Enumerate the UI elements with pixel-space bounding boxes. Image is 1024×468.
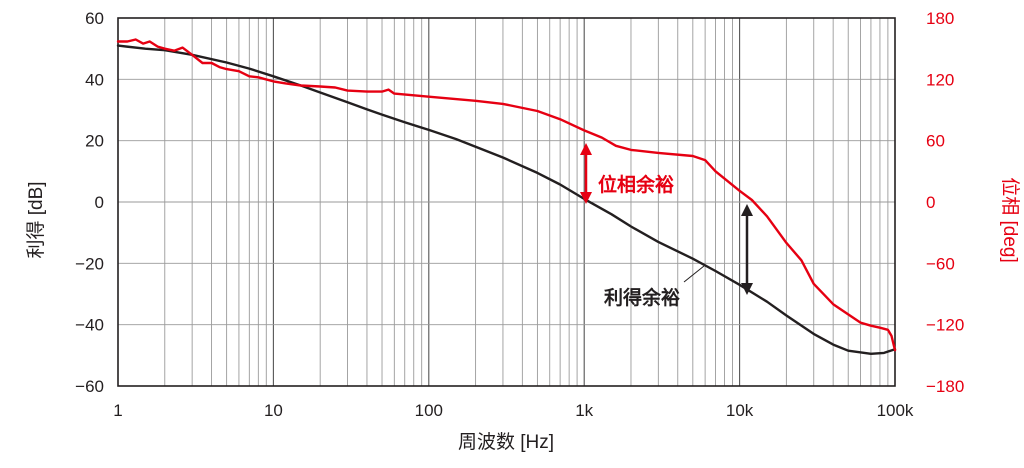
plot-frame bbox=[117, 17, 896, 387]
x-tick-label: 1 bbox=[113, 401, 122, 420]
y-tick-label-left: −60 bbox=[75, 377, 104, 396]
x-tick-label: 100k bbox=[877, 401, 914, 420]
gain-margin-label: 利得余裕 bbox=[604, 286, 680, 309]
x-axis-label: 周波数 [Hz] bbox=[458, 431, 554, 453]
y-tick-label-right: 180 bbox=[926, 9, 954, 28]
x-tick-label: 10k bbox=[726, 401, 754, 420]
gain-line bbox=[116, 44, 897, 355]
phase-line bbox=[116, 38, 897, 352]
gain-margin-leader bbox=[683, 265, 705, 283]
x-tick-label: 100 bbox=[415, 401, 443, 420]
x-tick-label: 10 bbox=[264, 401, 283, 420]
y-tick-label-left: −40 bbox=[75, 316, 104, 335]
grid bbox=[118, 18, 895, 386]
y-tick-label-right: 60 bbox=[926, 132, 945, 151]
x-tick-label: 1k bbox=[575, 401, 593, 420]
gain-margin-annotation: 利得余裕 bbox=[604, 204, 753, 309]
y-tick-label-right: −180 bbox=[926, 377, 964, 396]
y-axis-label-left: 利得 [dB] bbox=[25, 181, 47, 258]
y-tick-label-right: 0 bbox=[926, 193, 935, 212]
gain-margin-arrow-head-up bbox=[741, 204, 753, 216]
phase-margin-arrow-head-up bbox=[580, 143, 592, 155]
y-tick-label-left: −20 bbox=[75, 254, 104, 273]
phase-margin-label: 位相余裕 bbox=[598, 173, 674, 196]
y-axis-label-right: 位相 [deg] bbox=[999, 177, 1021, 263]
y-tick-label-right: −120 bbox=[926, 316, 964, 335]
series-lines bbox=[116, 38, 897, 355]
y-tick-label-left: 40 bbox=[85, 70, 104, 89]
phase-margin-arrow-head-down bbox=[580, 192, 592, 204]
phase-margin-annotation: 位相余裕 bbox=[580, 143, 674, 204]
y-tick-label-left: 20 bbox=[85, 132, 104, 151]
y-tick-label-right: −60 bbox=[926, 254, 955, 273]
tick-labels: 60 40 20 0 −20 −40 −60 180 120 60 0 −60 −120 −180 1 10 1… bbox=[75, 9, 964, 420]
y-tick-label-right: 120 bbox=[926, 70, 954, 89]
y-tick-label-left: 60 bbox=[85, 9, 104, 28]
gain-margin-arrow-head-down bbox=[741, 283, 753, 295]
y-tick-label-left: 0 bbox=[95, 193, 104, 212]
